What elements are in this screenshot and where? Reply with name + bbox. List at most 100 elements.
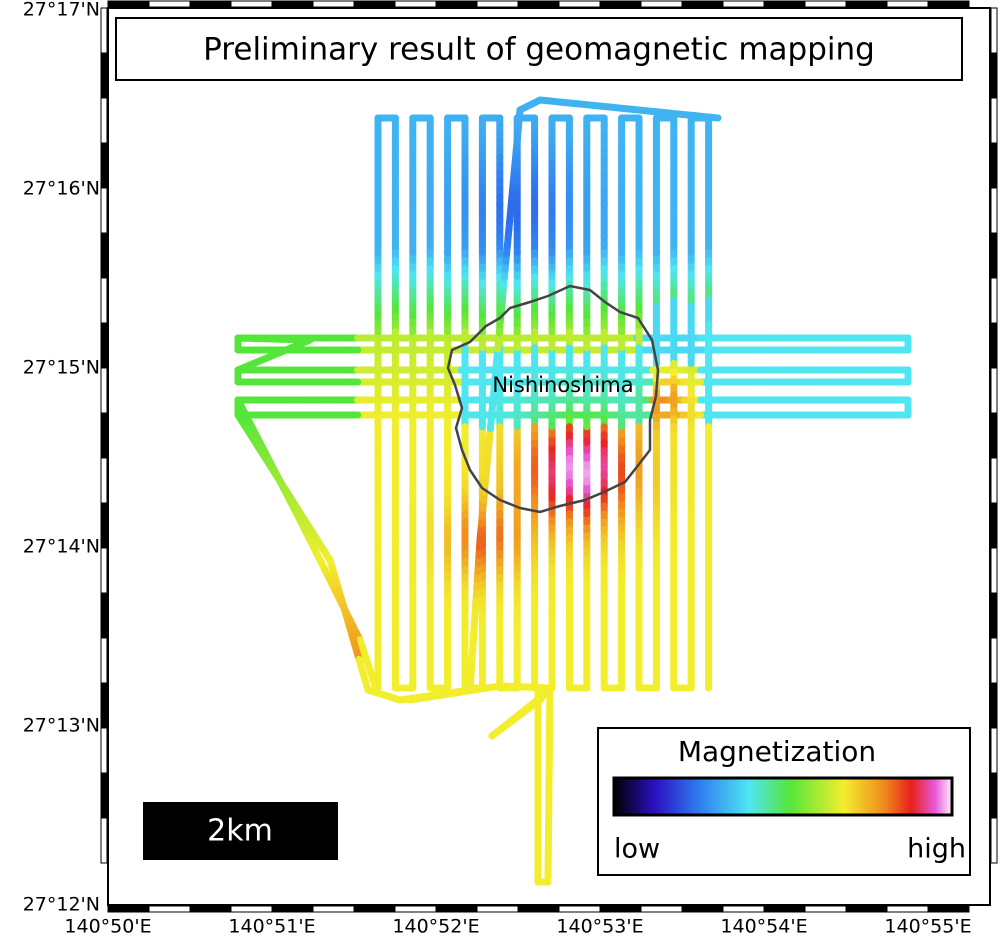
frame-bar bbox=[476, 905, 519, 913]
lon-label: 140°54'E bbox=[720, 916, 807, 938]
frame-bar bbox=[599, 0, 642, 8]
frame-bar bbox=[722, 905, 765, 913]
frame-bar bbox=[990, 367, 998, 414]
map-title: Preliminary result of geomagnetic mappin… bbox=[203, 32, 875, 68]
frame-bar bbox=[599, 905, 642, 913]
legend-title: Magnetization bbox=[678, 735, 876, 768]
frame-bar bbox=[100, 682, 108, 729]
place-label: Nishinoshima bbox=[492, 373, 633, 397]
frame-bar bbox=[990, 502, 998, 549]
frame-bar bbox=[230, 0, 273, 8]
frame-bar bbox=[845, 905, 888, 913]
frame-bar bbox=[271, 0, 314, 8]
frame-bar bbox=[100, 52, 108, 99]
frame-bar bbox=[845, 0, 888, 8]
frame-bar bbox=[886, 0, 929, 8]
frame-bar bbox=[990, 277, 998, 324]
frame-bar bbox=[394, 0, 437, 8]
frame-bar bbox=[100, 187, 108, 234]
frame-bar bbox=[990, 322, 998, 369]
frame-bar bbox=[148, 905, 191, 913]
frame-bar bbox=[990, 682, 998, 729]
frame-bar bbox=[100, 142, 108, 189]
frame-bar bbox=[476, 0, 519, 8]
frame-bar bbox=[100, 547, 108, 594]
legend-low: low bbox=[614, 834, 660, 865]
frame-bar bbox=[990, 547, 998, 594]
frame-bar bbox=[990, 52, 998, 99]
lat-label: 27°17'N bbox=[23, 0, 100, 21]
frame-bar bbox=[435, 0, 478, 8]
frame-bar bbox=[353, 905, 396, 913]
frame-bar bbox=[681, 905, 724, 913]
frame-bar bbox=[990, 457, 998, 504]
frame-bar bbox=[312, 0, 355, 8]
frame-bar bbox=[100, 322, 108, 369]
frame-bar bbox=[990, 727, 998, 774]
frame-bar bbox=[990, 637, 998, 684]
frame-bar bbox=[100, 412, 108, 459]
lon-label: 140°50'E bbox=[64, 916, 151, 938]
frame-bar bbox=[990, 772, 998, 819]
frame-bar bbox=[107, 905, 150, 913]
frame-bar bbox=[148, 0, 191, 8]
track-segment bbox=[370, 677, 380, 692]
frame-bar bbox=[763, 905, 806, 913]
frame-bar bbox=[100, 277, 108, 324]
frame-bar bbox=[722, 0, 765, 8]
scale-bar-label: 2km bbox=[207, 814, 273, 849]
frame-bar bbox=[681, 0, 724, 8]
legend-high: high bbox=[907, 834, 966, 865]
frame-bar bbox=[990, 232, 998, 279]
lat-label: 27°13'N bbox=[23, 715, 100, 737]
frame-bar bbox=[100, 727, 108, 774]
frame-bar bbox=[189, 905, 232, 913]
lat-label: 27°16'N bbox=[23, 178, 100, 200]
frame-bar bbox=[640, 905, 683, 913]
frame-bar bbox=[927, 905, 970, 913]
frame-bar bbox=[100, 592, 108, 639]
frame-bar bbox=[990, 142, 998, 189]
frame-bar bbox=[100, 772, 108, 819]
lon-label: 140°52'E bbox=[392, 916, 479, 938]
frame-bar bbox=[435, 905, 478, 913]
frame-bar bbox=[312, 905, 355, 913]
scale-bar bbox=[143, 802, 338, 860]
frame-bar bbox=[100, 97, 108, 144]
frame-bar bbox=[100, 637, 108, 684]
frame-bar bbox=[990, 97, 998, 144]
frame-bar bbox=[189, 0, 232, 8]
lat-label: 27°14'N bbox=[23, 536, 100, 558]
lon-label: 140°51'E bbox=[228, 916, 315, 938]
frame-bar bbox=[100, 502, 108, 549]
frame-bar bbox=[100, 367, 108, 414]
frame-bar bbox=[517, 905, 560, 913]
frame-bar bbox=[100, 817, 108, 864]
frame-bar bbox=[558, 905, 601, 913]
frame-bar bbox=[990, 817, 998, 864]
frame-bar bbox=[990, 592, 998, 639]
frame-bar bbox=[763, 0, 806, 8]
color-bar bbox=[612, 776, 954, 817]
frame-bar bbox=[640, 0, 683, 8]
track-segment bbox=[706, 113, 722, 122]
frame-bar bbox=[100, 232, 108, 279]
frame-bar bbox=[107, 0, 150, 8]
frame-bar bbox=[517, 0, 560, 8]
frame-bar bbox=[100, 457, 108, 504]
frame-bar bbox=[990, 7, 998, 54]
frame-bar bbox=[886, 905, 929, 913]
lon-label: 140°55'E bbox=[884, 916, 971, 938]
frame-bar bbox=[353, 0, 396, 8]
frame-bar bbox=[394, 905, 437, 913]
frame-bar bbox=[230, 905, 273, 913]
frame-bar bbox=[990, 412, 998, 459]
frame-bar bbox=[927, 0, 970, 8]
frame-bar bbox=[804, 0, 847, 8]
frame-border bbox=[100, 0, 998, 913]
frame-bar bbox=[271, 905, 314, 913]
island-outline bbox=[446, 284, 660, 514]
lat-label: 27°15'N bbox=[23, 357, 100, 379]
